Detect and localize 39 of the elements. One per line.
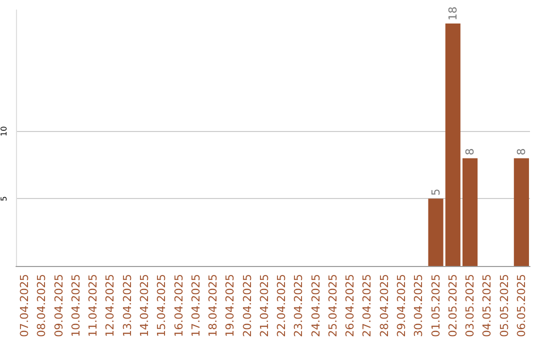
bar [462,158,478,266]
x-tick-label: 07.04.2025 [18,274,32,338]
x-tick-label: 28.04.2025 [378,274,391,338]
data-label: 8 [514,148,528,156]
y-tick-label: 10 [0,126,8,136]
x-tick-label: 05.05.2025 [498,274,511,338]
bar [514,158,529,266]
x-tick-label: 25.04.2025 [326,274,340,338]
x-tick-label: 16.04.2025 [172,274,186,338]
x-tick-label: 30.04.2025 [412,274,426,338]
x-tick-label: 13.04.2025 [120,274,134,338]
x-tick-label: 04.05.2025 [480,274,494,338]
x-tick-label: 23.04.2025 [292,274,306,338]
x-tick-label: 19.04.2025 [224,274,237,338]
x-tick-label: 26.04.2025 [344,274,357,338]
x-tick-label: 14.04.2025 [138,274,151,338]
x-tick-label: 18.04.2025 [206,274,220,338]
bar [445,23,460,266]
x-tick-label: 03.05.2025 [464,274,477,338]
x-tick-label: 09.04.2025 [52,274,66,338]
x-tick-label: 22.04.2025 [275,274,288,338]
x-tick-label: 20.04.2025 [240,274,254,338]
x-tick-label: 08.04.2025 [35,274,48,338]
x-tick-label: 02.05.2025 [446,274,460,338]
x-tick-label: 01.05.2025 [429,274,442,338]
bar [428,198,444,266]
x-tick-label: 11.04.2025 [86,274,100,338]
x-tick-label: 24.04.2025 [309,274,322,338]
x-tick-label: 27.04.2025 [360,274,374,338]
data-label: 8 [464,148,477,156]
x-tick-label: 17.04.2025 [189,274,202,338]
data-label: 5 [429,188,442,196]
x-tick-label: 06.05.2025 [514,274,528,338]
x-tick-label: 12.04.2025 [104,274,117,338]
x-tick-label: 15.04.2025 [155,274,168,338]
data-label: 18 [446,6,460,20]
x-tick-label: 10.04.2025 [69,274,82,338]
x-tick-label: 21.04.2025 [258,274,271,338]
x-tick-label: 29.04.2025 [395,274,408,338]
